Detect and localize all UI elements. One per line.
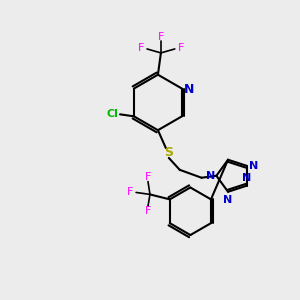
Text: S: S (164, 146, 173, 160)
Text: Cl: Cl (106, 109, 118, 119)
Text: F: F (145, 172, 151, 182)
Text: F: F (145, 206, 151, 216)
Text: N: N (184, 83, 194, 96)
Text: N: N (249, 161, 258, 171)
Text: F: F (127, 188, 133, 197)
Text: N: N (242, 173, 251, 183)
Text: F: F (158, 32, 164, 42)
Text: F: F (138, 43, 144, 53)
Text: N: N (206, 171, 215, 181)
Text: F: F (178, 43, 184, 53)
Text: N: N (224, 195, 232, 205)
